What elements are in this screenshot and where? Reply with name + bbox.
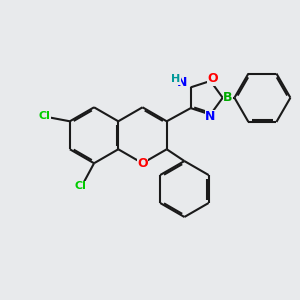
Text: Cl: Cl xyxy=(74,181,86,191)
Text: O: O xyxy=(137,157,148,170)
Text: N: N xyxy=(205,110,216,123)
Text: B: B xyxy=(223,91,233,104)
Text: H: H xyxy=(171,74,181,84)
Text: Cl: Cl xyxy=(38,111,50,121)
Text: N: N xyxy=(177,76,188,89)
Text: O: O xyxy=(208,72,218,85)
